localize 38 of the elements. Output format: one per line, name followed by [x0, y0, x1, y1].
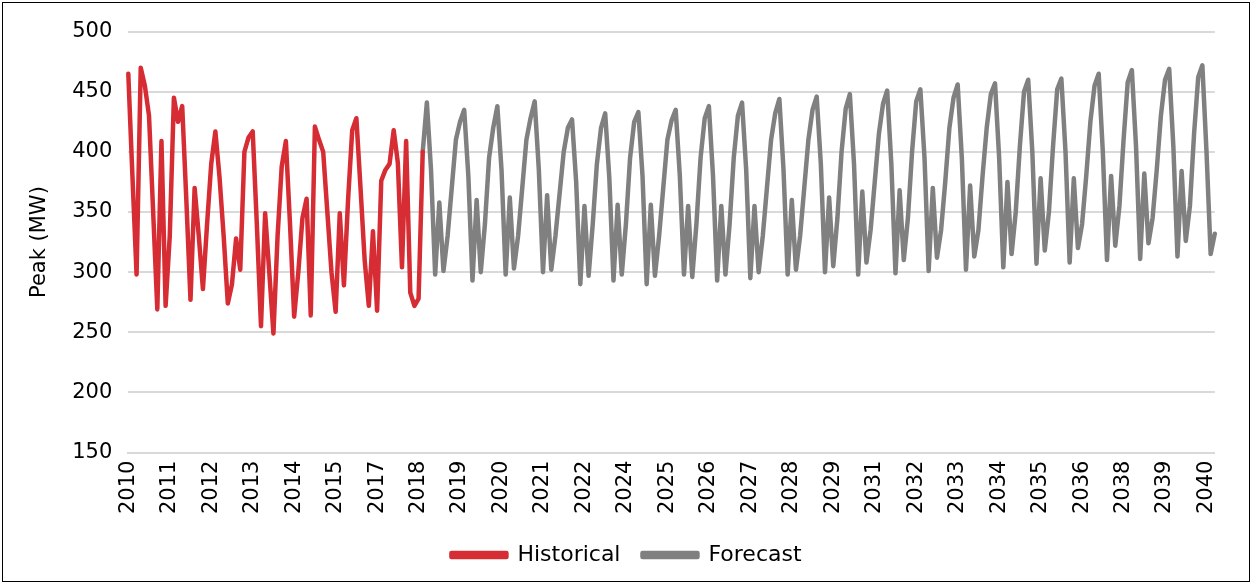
x-tick-label: 2011 [156, 460, 181, 515]
x-tick-label: 2021 [529, 460, 554, 515]
y-tick-label: 250 [72, 318, 113, 343]
y-tick-label: 200 [72, 378, 113, 403]
x-tick-label: 2031 [861, 460, 886, 515]
x-tick-label: 2032 [902, 460, 927, 515]
x-tick-label: 2010 [114, 460, 139, 515]
y-tick-label: 400 [72, 138, 113, 163]
y-tick-label: 150 [72, 439, 113, 464]
y-tick-label: 350 [72, 198, 113, 223]
y-tick-label: 300 [72, 258, 113, 283]
x-tick-label: 2040 [1192, 460, 1217, 515]
x-tick-label: 2012 [197, 460, 222, 515]
x-tick-label: 2018 [405, 460, 430, 515]
y-tick-label: 500 [72, 18, 113, 43]
x-tick-label: 2020 [487, 460, 512, 515]
x-tick-label: 2036 [1068, 460, 1093, 515]
legend-label: Historical [517, 540, 621, 566]
x-tick-label: 2039 [1151, 460, 1176, 515]
x-tick-label: 2024 [612, 460, 637, 515]
x-tick-label: 2038 [1110, 460, 1135, 515]
x-tick-label: 2013 [239, 460, 264, 515]
x-tick-label: 2017 [363, 460, 388, 515]
y-axis-title: Peak (MW) [26, 186, 51, 298]
y-tick-label: 450 [72, 78, 113, 103]
x-tick-label: 2025 [653, 460, 678, 515]
x-tick-label: 2022 [570, 460, 595, 515]
legend-label: Forecast [708, 540, 802, 566]
x-tick-label: 2029 [819, 460, 844, 515]
x-tick-label: 2026 [695, 460, 720, 515]
x-tick-label: 2033 [944, 460, 969, 515]
x-tick-label: 2019 [446, 460, 471, 515]
x-tick-label: 2014 [280, 460, 305, 515]
x-tick-label: 2027 [736, 460, 761, 515]
x-tick-label: 2015 [322, 460, 347, 515]
x-tick-label: 2034 [985, 460, 1010, 515]
x-tick-label: 2028 [778, 460, 803, 515]
x-tick-label: 2035 [1027, 460, 1052, 515]
